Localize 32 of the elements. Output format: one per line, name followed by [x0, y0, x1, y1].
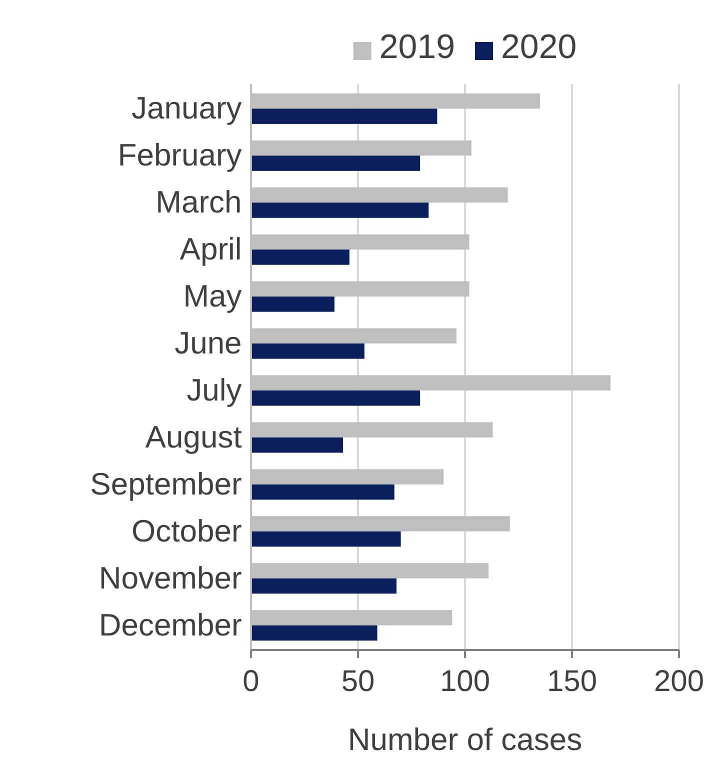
bar [251, 484, 394, 500]
y-tick-label: February [118, 138, 242, 173]
y-tick-label: July [186, 372, 242, 408]
x-axis-title: Number of cases [348, 722, 582, 757]
y-tick-label: August [145, 419, 242, 454]
legend-label: 2020 [501, 28, 577, 66]
y-tick-label: September [90, 466, 242, 502]
bar [251, 531, 401, 547]
bar [251, 344, 364, 359]
bar [251, 202, 429, 218]
x-tick-label: 200 [654, 665, 704, 698]
x-tick-label: 0 [242, 665, 260, 698]
bar [251, 250, 350, 265]
x-tick-label: 50 [341, 665, 375, 698]
bar [251, 156, 420, 171]
y-tick-label: January [132, 90, 242, 126]
y-tick-label: June [174, 325, 242, 360]
x-tick-label: 150 [546, 665, 598, 698]
legend-label: 2019 [379, 28, 455, 66]
y-tick-label: March [156, 184, 242, 220]
bar [251, 437, 344, 453]
y-tick-label: November [98, 560, 242, 596]
bar [251, 108, 438, 124]
bar [251, 578, 397, 594]
bar [251, 296, 334, 312]
y-tick-label: October [132, 513, 242, 548]
y-tick-label: April [180, 231, 242, 266]
x-tick-label: 100 [440, 665, 490, 698]
y-tick-label: December [98, 607, 242, 642]
bar [251, 390, 420, 406]
y-tick-label: May [183, 278, 242, 314]
bar [251, 625, 378, 641]
